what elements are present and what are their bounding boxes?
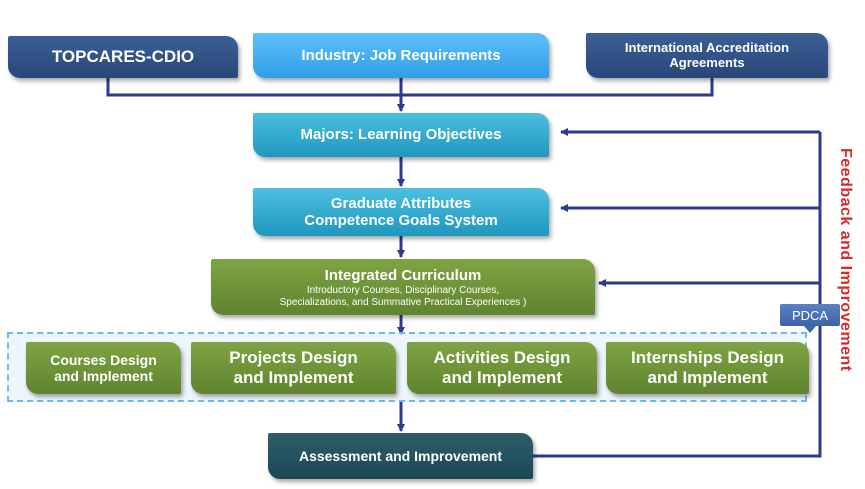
industry-box: Industry: Job Requirements	[253, 33, 549, 78]
integrated-curriculum-box: Integrated Curriculum Introductory Cours…	[211, 259, 595, 315]
curriculum-sub-line2: Specializations, and Summative Practical…	[279, 296, 527, 308]
courses-line2: and Implement	[54, 368, 153, 384]
topcares-label: TOPCARES-CDIO	[51, 47, 195, 67]
activities-line1: Activities Design	[433, 348, 571, 368]
feedback-label: Feedback and Improvement	[837, 148, 854, 372]
topcares-cdio-box: TOPCARES-CDIO	[8, 36, 238, 78]
activities-design-box: Activities Design and Implement	[407, 342, 597, 394]
international-accreditation-box: International Accreditation Agreements	[586, 33, 828, 78]
majors-box: Majors: Learning Objectives	[253, 113, 549, 157]
feedback-loop-line	[533, 132, 822, 458]
graduate-attributes-box: Graduate Attributes Competence Goals Sys…	[253, 188, 549, 236]
projects-line2: and Implement	[233, 368, 354, 387]
projects-design-box: Projects Design and Implement	[191, 342, 396, 394]
pdca-label: PDCA	[791, 307, 829, 323]
activities-line2: and Implement	[442, 368, 562, 387]
assessment-label: Assessment and Improvement	[298, 447, 503, 464]
internships-design-box: Internships Design and Implement	[606, 342, 809, 394]
graduate-line2: Competence Goals System	[304, 212, 498, 229]
courses-design-box: Courses Design and Implement	[26, 342, 181, 394]
courses-line1: Courses Design	[50, 351, 157, 368]
industry-label: Industry: Job Requirements	[301, 46, 501, 64]
assessment-box: Assessment and Improvement	[268, 433, 533, 479]
top-merge-line	[106, 78, 714, 97]
majors-label: Majors: Learning Objectives	[300, 126, 502, 144]
curriculum-sub-line1: Introductory Courses, Disciplinary Cours…	[306, 284, 500, 296]
internships-line1: Internships Design	[630, 348, 785, 368]
projects-line1: Projects Design	[229, 348, 358, 368]
internships-line2: and Implement	[647, 368, 768, 387]
pdca-callout: PDCA	[780, 304, 840, 333]
international-label: International Accreditation Agreements	[624, 39, 790, 70]
curriculum-title: Integrated Curriculum	[324, 267, 482, 285]
graduate-line1: Graduate Attributes	[330, 194, 472, 212]
